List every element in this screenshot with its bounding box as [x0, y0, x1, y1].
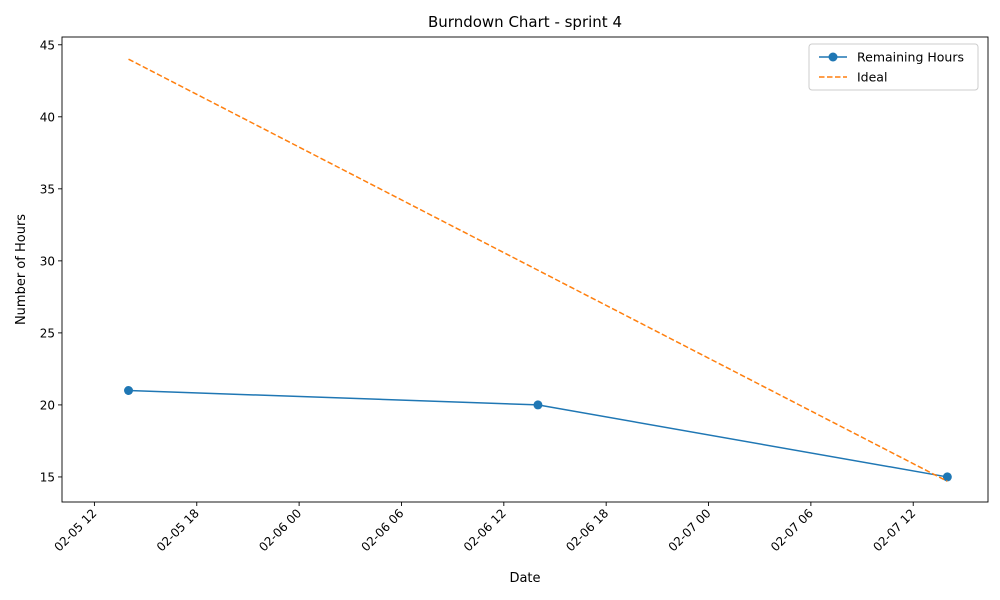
x-tick-label: 02-07 06: [768, 506, 816, 554]
data-point-0-0: [124, 386, 134, 396]
x-axis-title: Date: [509, 571, 540, 586]
y-tick-label: 40: [40, 110, 55, 124]
legend-marker-0: [828, 52, 838, 62]
legend-entry-label: Remaining Hours: [857, 50, 964, 65]
x-tick-label: 02-06 06: [359, 506, 407, 554]
y-tick-label: 45: [40, 38, 55, 52]
y-tick-label: 30: [40, 254, 55, 268]
plot-frame: [61, 36, 989, 503]
x-tick-label: 02-05 18: [154, 506, 202, 554]
legend-entry-label: Ideal: [857, 70, 887, 85]
x-tick-label: 02-05 12: [51, 506, 99, 554]
y-tick-label: 15: [40, 470, 55, 484]
x-tick-label: 02-06 00: [256, 506, 304, 554]
series-line-1: [128, 58, 948, 482]
x-tick-label: 02-06 12: [461, 506, 509, 554]
data-point-0-2: [942, 472, 952, 482]
chart-title: Burndown Chart - sprint 4: [428, 13, 622, 31]
y-tick-label: 25: [40, 326, 55, 340]
x-tick-label: 02-07 12: [870, 506, 918, 554]
y-tick-label: 20: [40, 398, 55, 412]
x-tick-label: 02-06 18: [563, 506, 611, 554]
data-point-0-1: [533, 400, 543, 410]
y-tick-label: 35: [40, 182, 55, 196]
legend: [808, 43, 979, 91]
x-tick-label: 02-07 00: [666, 506, 714, 554]
y-axis-title: Number of Hours: [14, 214, 29, 325]
